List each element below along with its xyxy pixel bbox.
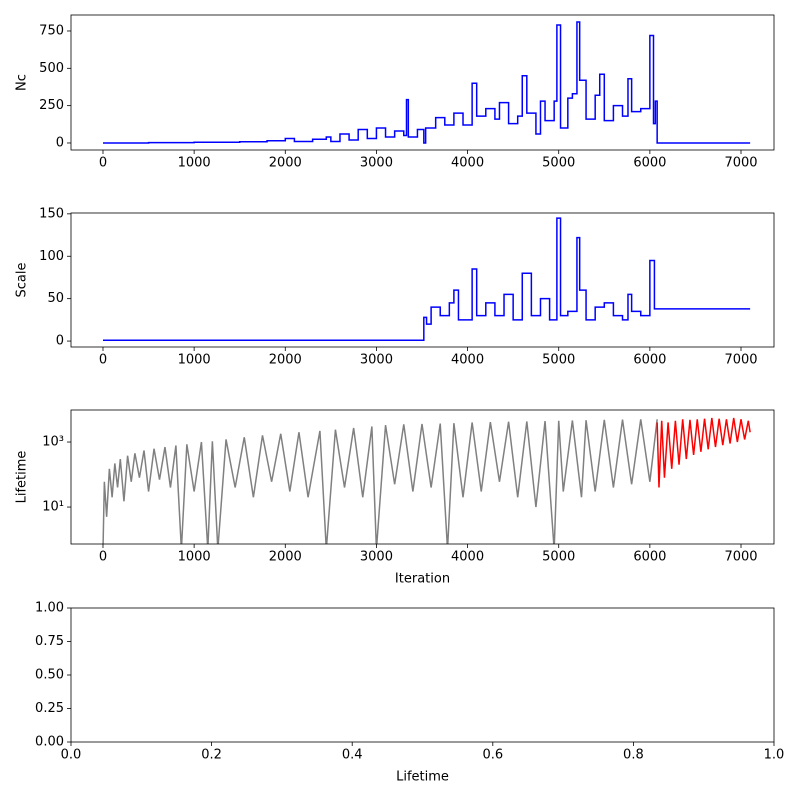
data-line [656, 417, 751, 488]
x-tick-label: 2000 [269, 550, 302, 565]
y-axis-label: Nc [15, 74, 30, 91]
x-tick-label: 4000 [451, 156, 484, 171]
y-tick-label: 100 [39, 249, 64, 264]
y-tick-label: 50 [47, 291, 64, 306]
axes: 0 1000 2000 3000 4000 5000 6000 7000 10¹ 10³ Lifet… [15, 409, 775, 587]
axes: 0.0 0.2 0.4 0.6 0.8 1.0 0.00 0.25 0.50 0.75 1.00 Li… [35, 601, 784, 785]
x-tick-label: 6000 [633, 156, 666, 171]
x-axis-label: Lifetime [396, 770, 449, 785]
x-tick-label: 5000 [542, 353, 575, 368]
x-tick-label: 3000 [360, 156, 393, 171]
x-tick-label: 0 [99, 550, 107, 565]
y-tick-label: 10¹ [42, 500, 64, 515]
x-tick-label: 6000 [633, 550, 666, 565]
x-tick-label: 0.8 [623, 748, 644, 763]
x-tick-label: 0 [99, 156, 107, 171]
axes-frame [70, 607, 775, 743]
x-tick-label: 7000 [724, 156, 757, 171]
x-tick-label: 0.4 [342, 748, 363, 763]
x-tick-label: 3000 [360, 353, 393, 368]
x-tick-label: 4000 [451, 353, 484, 368]
y-tick-label: 0 [56, 334, 64, 349]
x-tick-label: 3000 [360, 550, 393, 565]
y-tick-label: 0 [56, 135, 64, 150]
x-tick-label: 5000 [542, 550, 575, 565]
x-tick-label: 2000 [269, 353, 302, 368]
y-tick-label: 0.75 [35, 634, 64, 649]
y-tick-label: 0.25 [35, 701, 64, 716]
x-tick-label: 6000 [633, 353, 666, 368]
y-tick-label: 150 [39, 206, 64, 221]
y-tick-label: 500 [39, 61, 64, 76]
y-tick-label: 10³ [42, 435, 64, 450]
x-tick-label: 0.6 [482, 748, 503, 763]
axes-frame [70, 14, 775, 151]
axes-frame [70, 212, 775, 348]
y-tick-label: 0.50 [35, 668, 64, 683]
y-tick-label: 0.00 [35, 735, 64, 750]
x-tick-label: 4000 [451, 550, 484, 565]
x-tick-label: 1000 [178, 353, 211, 368]
axes: 0 1000 2000 3000 4000 5000 6000 7000 0 250 500 750 N… [15, 14, 775, 171]
data-line [102, 419, 658, 544]
x-tick-label: 1000 [178, 156, 211, 171]
x-tick-label: 0.2 [201, 748, 222, 763]
data-line [102, 217, 751, 341]
axes: 0 1000 2000 3000 4000 5000 6000 7000 0 50 100 150 Sc… [15, 206, 775, 368]
x-tick-label: 2000 [269, 156, 302, 171]
y-axis-label: Scale [15, 263, 30, 298]
x-tick-label: 1.0 [764, 748, 785, 763]
x-tick-label: 7000 [724, 550, 757, 565]
x-tick-label: 0.0 [61, 748, 82, 763]
y-tick-label: 750 [39, 23, 64, 38]
axes-frame [70, 409, 775, 545]
y-axis-label: Lifetime [15, 451, 30, 504]
x-tick-label: 1000 [178, 550, 211, 565]
y-tick-label: 1.00 [35, 601, 64, 616]
x-tick-label: 7000 [724, 353, 757, 368]
x-tick-label: 5000 [542, 156, 575, 171]
x-tick-label: 0 [99, 353, 107, 368]
y-tick-label: 250 [39, 98, 64, 113]
x-axis-label: Iteration [395, 572, 450, 587]
data-line [102, 21, 751, 144]
